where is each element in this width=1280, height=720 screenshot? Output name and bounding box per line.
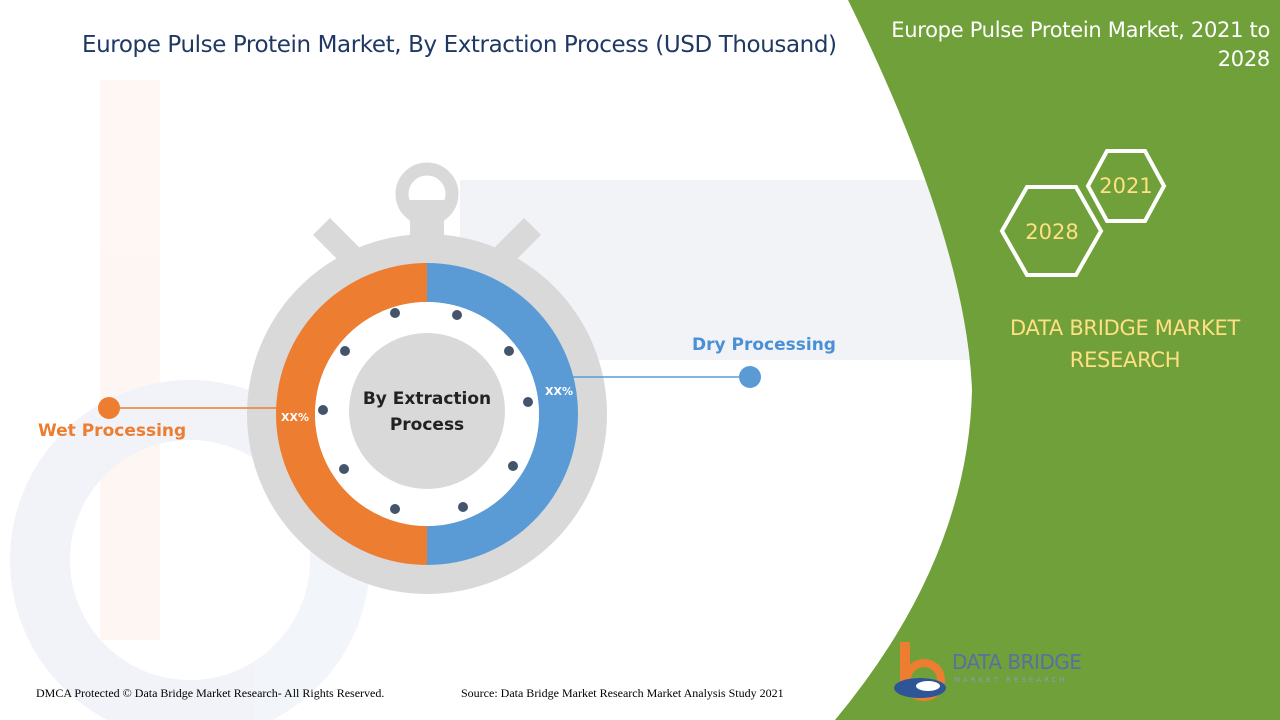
donut-chart bbox=[276, 263, 578, 565]
brand-text: DATA BRIDGE MARKET RESEARCH bbox=[1010, 316, 1240, 372]
stopwatch-ring bbox=[395, 162, 459, 226]
page-title: Europe Pulse Protein Market, By Extracti… bbox=[82, 32, 837, 58]
donut-segment-wet bbox=[276, 263, 427, 565]
center-label: By Extraction Process bbox=[362, 389, 492, 435]
year-end-label: 2028 bbox=[1025, 220, 1079, 244]
center-disk bbox=[349, 333, 505, 489]
hexagon-2028 bbox=[999, 185, 1104, 277]
tick-dots bbox=[318, 308, 533, 514]
value-label-dry: XX% bbox=[545, 385, 573, 398]
logo-icon bbox=[894, 642, 946, 701]
donut-segment-dry bbox=[427, 263, 578, 565]
source-text: Source: Data Bridge Market Research Mark… bbox=[461, 686, 784, 700]
panel-title: Europe Pulse Protein Market, 2021 to 202… bbox=[891, 18, 1270, 71]
year-start-label: 2021 bbox=[1099, 174, 1153, 198]
series-label-wet: Wet Processing bbox=[38, 421, 187, 441]
green-panel bbox=[835, 0, 1280, 720]
hexagon-2021 bbox=[1085, 149, 1167, 223]
copyright-text: DMCA Protected © Data Bridge Market Rese… bbox=[36, 686, 385, 700]
dry-leader-dot bbox=[739, 366, 761, 388]
series-label-dry: Dry Processing bbox=[692, 335, 836, 355]
value-label-wet: XX% bbox=[281, 411, 309, 424]
wet-leader-dot bbox=[98, 397, 120, 419]
logo-tagline: MARKET RESEARCH bbox=[954, 676, 1068, 684]
logo-name: DATA BRIDGE bbox=[952, 650, 1082, 674]
